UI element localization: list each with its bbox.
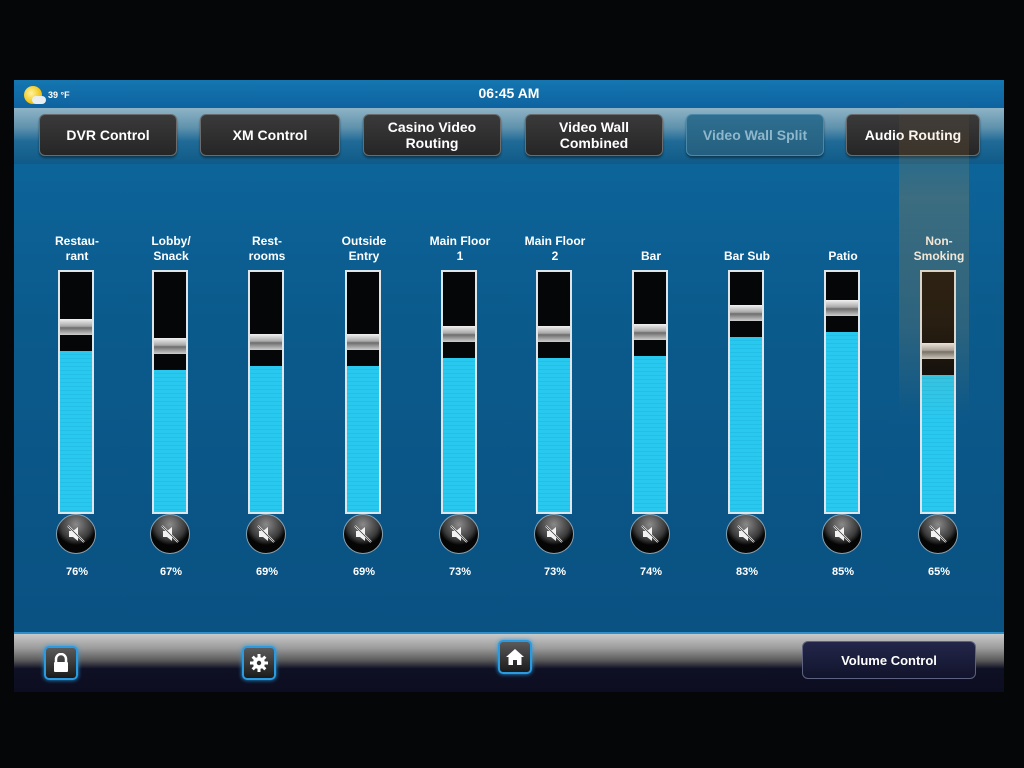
channel-label: Lobby/ Snack [151, 234, 191, 263]
volume-slider[interactable] [345, 270, 381, 514]
volume-percent: 85% [831, 566, 855, 578]
speaker-muted-icon [641, 525, 659, 543]
volume-level-fill [347, 366, 379, 512]
slider-thumb[interactable] [730, 305, 762, 321]
touch-panel-screen: 39 °F 06:45 AM DVR Control XM Control Ca… [14, 80, 1004, 692]
mute-button[interactable] [918, 514, 958, 554]
volume-percent: 73% [543, 566, 567, 578]
lock-icon [54, 653, 68, 672]
volume-level-fill [634, 356, 666, 512]
channel-label: Main Floor 1 [429, 234, 491, 263]
volume-slider[interactable] [728, 270, 764, 514]
channel-label: Non- Smoking [913, 234, 965, 263]
volume-level-fill [443, 358, 475, 512]
volume-level-fill [60, 351, 92, 512]
mute-button[interactable] [150, 514, 190, 554]
partly-sunny-icon [24, 86, 46, 104]
volume-percent: 65% [927, 566, 951, 578]
speaker-muted-icon [257, 525, 275, 543]
volume-level-fill [250, 366, 282, 512]
channel-label: Bar Sub [723, 249, 770, 263]
speaker-muted-icon [450, 525, 468, 543]
video-wall-combined-button[interactable]: Video Wall Combined [525, 114, 663, 156]
speaker-muted-icon [161, 525, 179, 543]
video-wall-split-button[interactable]: Video Wall Split [686, 114, 824, 156]
mute-button[interactable] [726, 514, 766, 554]
speaker-muted-icon [67, 525, 85, 543]
channel-label: Main Floor 2 [524, 234, 586, 263]
volume-level-fill [922, 375, 954, 512]
slider-thumb[interactable] [154, 338, 186, 354]
mute-button[interactable] [343, 514, 383, 554]
speaker-muted-icon [929, 525, 947, 543]
slider-thumb[interactable] [443, 326, 475, 342]
dvr-control-button[interactable]: DVR Control [39, 114, 177, 156]
home-button[interactable] [498, 640, 532, 674]
audio-routing-button[interactable]: Audio Routing [846, 114, 980, 156]
volume-percent: 73% [448, 566, 472, 578]
speaker-muted-icon [737, 525, 755, 543]
mute-button[interactable] [534, 514, 574, 554]
clock: 06:45 AM [478, 85, 540, 101]
home-icon [506, 649, 524, 665]
mute-button[interactable] [822, 514, 862, 554]
channel-label: Patio [828, 249, 858, 263]
volume-percent: 76% [65, 566, 89, 578]
settings-button[interactable] [242, 646, 276, 680]
volume-control-button[interactable]: Volume Control [802, 641, 976, 679]
slider-thumb[interactable] [922, 343, 954, 359]
slider-thumb[interactable] [60, 319, 92, 335]
slider-thumb[interactable] [634, 324, 666, 340]
volume-slider[interactable] [248, 270, 284, 514]
volume-slider[interactable] [441, 270, 477, 514]
casino-video-routing-button[interactable]: Casino Video Routing [363, 114, 501, 156]
volume-percent: 74% [639, 566, 663, 578]
navigation-bar: DVR Control XM Control Casino Video Rout… [14, 108, 1004, 164]
channel-label: Rest- rooms [248, 234, 286, 263]
volume-percent: 83% [735, 566, 759, 578]
speaker-muted-icon [833, 525, 851, 543]
mute-button[interactable] [56, 514, 96, 554]
speaker-muted-icon [354, 525, 372, 543]
slider-thumb[interactable] [250, 334, 282, 350]
volume-slider[interactable] [824, 270, 860, 514]
lock-button[interactable] [44, 646, 78, 680]
channel-label: Outside Entry [341, 234, 387, 263]
bottom-bar: Volume Control [14, 632, 1004, 692]
volume-slider[interactable] [58, 270, 94, 514]
xm-control-button[interactable]: XM Control [200, 114, 340, 156]
slider-thumb[interactable] [538, 326, 570, 342]
volume-slider[interactable] [920, 270, 956, 514]
volume-percent: 67% [159, 566, 183, 578]
volume-level-fill [538, 358, 570, 512]
channel-label: Restau- rant [54, 234, 99, 263]
temperature: 39 °F [48, 90, 70, 100]
volume-level-fill [730, 337, 762, 512]
volume-slider[interactable] [536, 270, 572, 514]
gear-icon [250, 654, 268, 672]
volume-level-fill [154, 370, 186, 512]
mute-button[interactable] [630, 514, 670, 554]
volume-percent: 69% [255, 566, 279, 578]
status-bar: 39 °F 06:45 AM [14, 80, 1004, 108]
channel-label: Bar [640, 249, 661, 263]
volume-level-fill [826, 332, 858, 512]
slider-thumb[interactable] [347, 334, 379, 350]
volume-percent: 69% [352, 566, 376, 578]
volume-slider[interactable] [632, 270, 668, 514]
speaker-muted-icon [545, 525, 563, 543]
slider-thumb[interactable] [826, 300, 858, 316]
mute-button[interactable] [246, 514, 286, 554]
volume-slider[interactable] [152, 270, 188, 514]
mute-button[interactable] [439, 514, 479, 554]
